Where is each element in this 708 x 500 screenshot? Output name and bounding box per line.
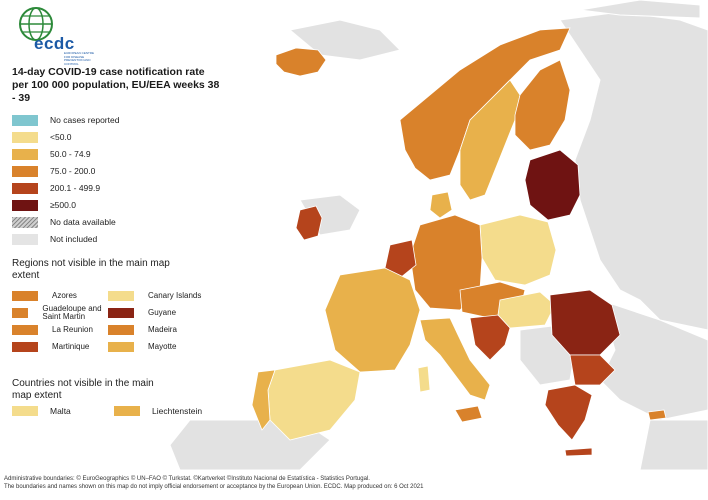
logo-subtitle: EUROPEAN CENTRE FOR DISEASE PREVENTION A… — [64, 51, 95, 66]
legend-swatch — [12, 114, 38, 126]
legend-swatch — [12, 199, 38, 211]
region-swatch — [108, 342, 134, 352]
legend-item: Not included — [12, 231, 152, 247]
region-label: Canary Islands — [148, 290, 202, 300]
legend-swatch — [12, 233, 38, 245]
region-spain — [267, 359, 361, 441]
region-baltics — [524, 149, 581, 221]
legend-label: No data available — [50, 217, 116, 227]
region-row: Guadeloupe and Saint Martin Guyane — [12, 303, 212, 321]
regions-grid: Azores Canary Islands Guadeloupe and Sai… — [12, 288, 212, 356]
region-ireland — [295, 205, 323, 241]
region-row: Azores Canary Islands — [12, 288, 212, 304]
legend: No cases reported <50.0 50.0 - 74.9 75.0… — [12, 112, 152, 248]
countries-section-title: Countries not visible in the main map ex… — [12, 378, 154, 401]
legend-swatch — [12, 165, 38, 177]
region-label: Guyane — [148, 307, 177, 317]
legend-swatch — [12, 182, 38, 194]
region-item: Madeira — [108, 322, 204, 338]
legend-item: 75.0 - 200.0 — [12, 163, 152, 179]
region-label: Mayotte — [148, 341, 177, 351]
region-item: Guyane — [108, 305, 204, 321]
country-swatch — [114, 406, 140, 416]
region-cyprus — [647, 409, 667, 421]
legend-item: No data available — [12, 214, 152, 230]
region-crete — [564, 447, 593, 457]
region-label: Guadeloupe and Saint Martin — [42, 303, 102, 321]
region-row: Martinique Mayotte — [12, 339, 212, 355]
globe-icon — [19, 7, 53, 41]
footer-line-2: The boundaries and names shown on this m… — [4, 484, 424, 490]
region-label: La Reunion — [52, 324, 93, 334]
region-croatia — [469, 314, 511, 361]
legend-label: No cases reported — [50, 115, 120, 125]
country-swatch — [12, 406, 38, 416]
footer-line-1: Administrative boundaries: © EuroGeograp… — [4, 476, 370, 482]
region-swatch — [12, 308, 29, 318]
region-swatch — [108, 308, 134, 318]
legend-swatch — [12, 131, 38, 143]
country-label: Liechtenstein — [152, 406, 203, 416]
legend-label: ≥500.0 — [50, 200, 76, 210]
region-poland — [479, 214, 557, 286]
legend-item: ≥500.0 — [12, 197, 152, 213]
legend-label: <50.0 — [50, 132, 72, 142]
region-denmark — [429, 191, 453, 219]
region-portugal — [251, 369, 276, 431]
map-footer: Administrative boundaries: © EuroGeograp… — [4, 475, 704, 491]
legend-label: 75.0 - 200.0 — [50, 166, 96, 176]
region-item: Azores — [12, 288, 108, 304]
logo-text: ecdc — [34, 34, 75, 53]
legend-item: 200.1 - 499.9 — [12, 180, 152, 196]
countries-grid: Malta Liechtenstein — [12, 406, 216, 416]
country-item: Malta — [12, 406, 114, 416]
legend-label: 200.1 - 499.9 — [50, 183, 101, 193]
region-swatch — [12, 325, 38, 335]
legend-label: 50.0 - 74.9 — [50, 149, 91, 159]
region-item: Mayotte — [108, 339, 204, 355]
region-label: Martinique — [52, 341, 90, 351]
region-iceland — [275, 47, 327, 77]
legend-swatch — [12, 148, 38, 160]
region-item: La Reunion — [12, 322, 108, 338]
region-benelux — [384, 239, 417, 279]
region-sicily — [454, 405, 483, 423]
region-sardinia — [417, 365, 431, 393]
legend-label: Not included — [50, 234, 98, 244]
region-label: Madeira — [148, 324, 177, 334]
legend-swatch-hatched — [12, 216, 38, 228]
region-italy — [419, 317, 491, 401]
country-item: Liechtenstein — [114, 406, 216, 416]
region-swatch — [12, 291, 38, 301]
region-label: Azores — [52, 290, 77, 300]
region-swatch — [12, 342, 38, 352]
legend-item: 50.0 - 74.9 — [12, 146, 152, 162]
region-greece — [544, 384, 593, 441]
region-france — [324, 267, 421, 373]
region-swatch — [108, 291, 134, 301]
country-label: Malta — [50, 406, 71, 416]
region-sweden — [459, 79, 521, 201]
region-row: La Reunion Madeira — [12, 322, 212, 338]
legend-item: No cases reported — [12, 112, 152, 128]
map-title: 14-day COVID-19 case notification rate p… — [12, 66, 220, 104]
region-item: Martinique — [12, 339, 108, 355]
region-finland — [514, 59, 571, 151]
region-romania — [549, 289, 621, 356]
ecdc-logo: ecdc EUROPEAN CENTRE FOR DISEASE PREVENT… — [8, 4, 100, 65]
region-swatch — [108, 325, 134, 335]
region-item: Guadeloupe and Saint Martin — [12, 303, 108, 321]
legend-item: <50.0 — [12, 129, 152, 145]
region-bulgaria — [569, 354, 616, 386]
regions-section-title: Regions not visible in the main map exte… — [12, 258, 170, 281]
region-item: Canary Islands — [108, 288, 204, 304]
